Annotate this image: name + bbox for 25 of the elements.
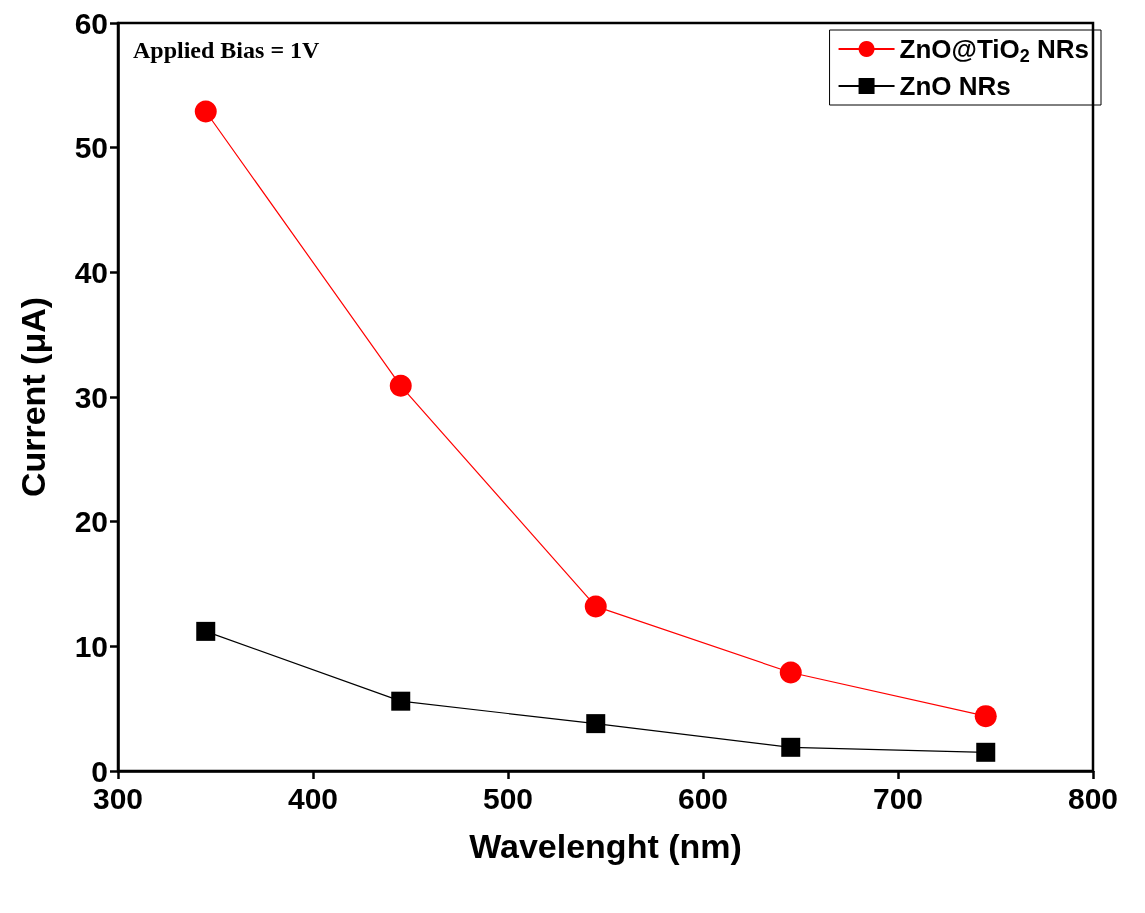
point xyxy=(781,737,801,757)
point xyxy=(389,374,412,397)
y-tick-label: 60 xyxy=(74,6,108,40)
x-tick-label: 800 xyxy=(1067,781,1119,815)
annotation: Applied Bias = 1V xyxy=(133,37,321,63)
y-tick-label: 40 xyxy=(74,255,108,289)
x-tick-label: 500 xyxy=(482,781,534,815)
y-tick-label: 10 xyxy=(74,629,108,663)
point xyxy=(196,621,216,641)
point xyxy=(974,705,997,728)
y-axis-title: Current (μA) xyxy=(14,296,52,498)
legend-label: ZnO NRs xyxy=(899,71,1011,101)
x-tick-label: 400 xyxy=(287,781,339,815)
y-tick-label: 20 xyxy=(74,505,108,539)
x-axis-title: Wavelenght (nm) xyxy=(469,827,742,865)
point xyxy=(779,661,802,684)
y-tick-label: 30 xyxy=(74,380,108,414)
x-tick-label: 700 xyxy=(872,781,924,815)
x-tick-label: 600 xyxy=(677,781,729,815)
y-tick-label: 50 xyxy=(74,131,108,165)
point xyxy=(586,714,606,734)
point xyxy=(976,742,996,762)
point xyxy=(584,595,607,618)
point xyxy=(194,100,217,123)
point xyxy=(391,691,411,711)
